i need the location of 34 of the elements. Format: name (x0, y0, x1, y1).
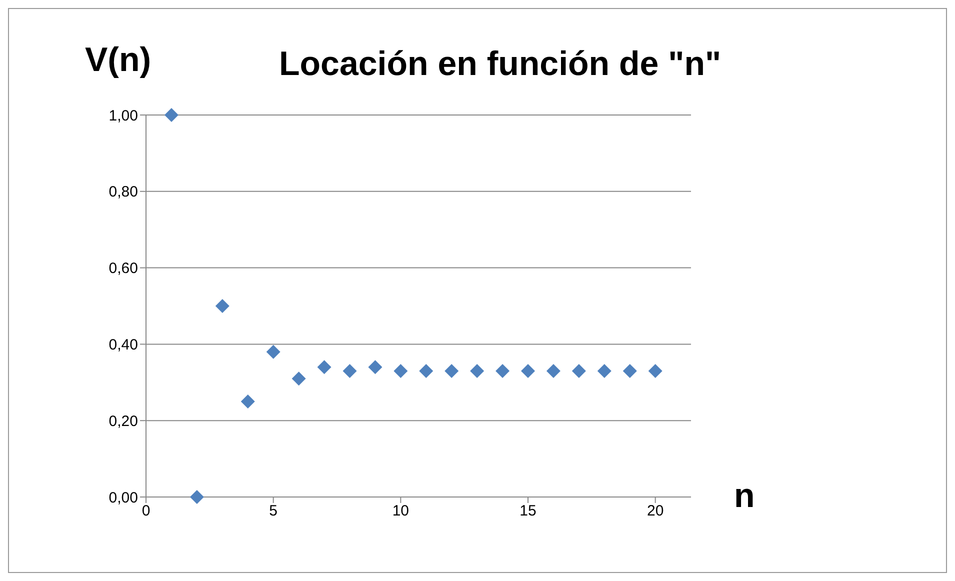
point (342, 364, 357, 378)
y-tick-label: 0,60 (108, 260, 138, 278)
point (597, 364, 612, 378)
x-tick-label: 10 (392, 502, 410, 520)
point (164, 108, 178, 122)
y-tick-label: 0,40 (108, 336, 138, 354)
x-tick-label: 15 (520, 502, 536, 520)
point (419, 364, 434, 378)
y-tick-label: 0,80 (108, 184, 138, 201)
point (496, 364, 510, 378)
x-axis-title: n (734, 477, 755, 516)
y-tick-label: 1,00 (108, 107, 138, 124)
point (317, 360, 332, 374)
point (240, 394, 255, 408)
point (215, 299, 230, 313)
x-tick-label: 5 (269, 502, 278, 520)
point (648, 364, 662, 378)
point (444, 364, 459, 378)
point (394, 364, 408, 378)
y-tick-label: 0,00 (108, 489, 138, 506)
x-tick-label: 20 (647, 502, 664, 520)
point (546, 364, 560, 378)
point (368, 360, 382, 374)
point (521, 364, 536, 378)
y-axis-title: V(n) (85, 41, 152, 80)
chart-title: Locación en función de "n" (279, 45, 722, 84)
point (572, 364, 586, 378)
point (622, 364, 637, 378)
point (470, 364, 484, 378)
point (292, 372, 306, 386)
y-tick-label: 0,20 (108, 412, 138, 430)
point (266, 344, 280, 359)
x-tick-label: 0 (142, 502, 150, 520)
point (190, 490, 204, 504)
